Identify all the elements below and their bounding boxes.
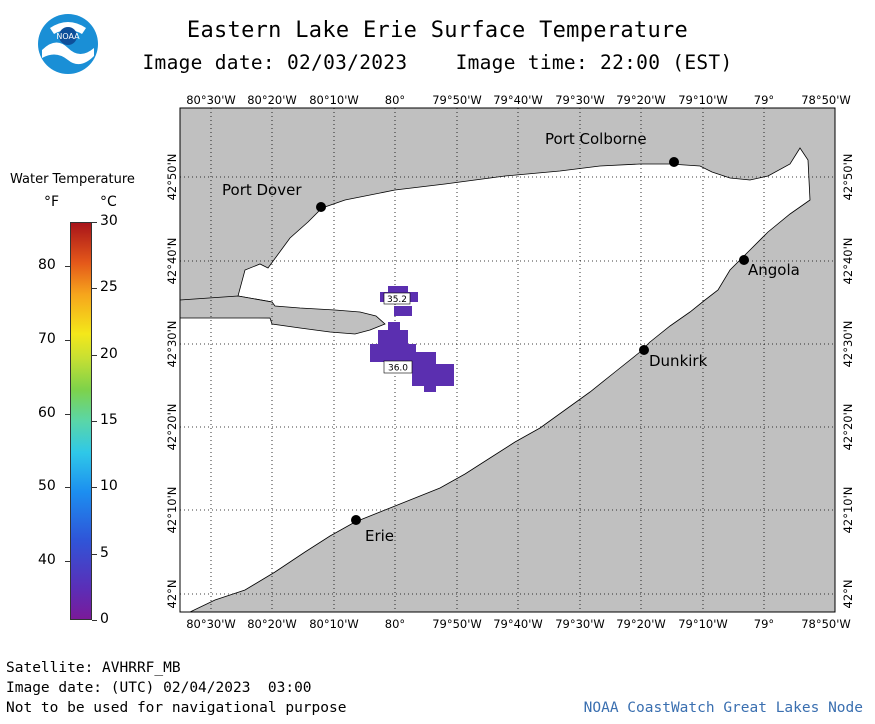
city-label-erie: Erie <box>365 527 394 545</box>
legend-tick-c: 0 <box>100 611 109 627</box>
legend-tick-c: 25 <box>100 279 118 296</box>
temp-label-box-2 <box>383 360 413 374</box>
legend-tick-mark-f <box>65 339 70 341</box>
legend-tick-f: 50 <box>38 478 56 495</box>
lon-label-bottom: 80°30'W <box>186 617 236 631</box>
lat-label-right: 42°40'N <box>841 238 855 285</box>
lon-label-top: 79°20'W <box>616 93 666 107</box>
lon-label-top: 79°50'W <box>432 93 482 107</box>
image-datetime: Image date: 02/03/2023 Image time: 22:00… <box>0 51 875 74</box>
credit-link[interactable]: NOAA CoastWatch Great Lakes Node <box>583 700 863 716</box>
latitude-labels-left: 42°N 42°10'N 42°20'N 42°30'N 42°40'N 42°50'N <box>165 154 179 609</box>
city-marker-port-colborne <box>669 157 679 167</box>
lat-label-left: 42°10'N <box>165 487 179 534</box>
map-frame <box>179 107 836 613</box>
lon-label-bottom: 79°20'W <box>616 617 666 631</box>
temp-label-box-1 <box>383 292 411 305</box>
lat-label-left: 42°30'N <box>165 321 179 368</box>
satellite-label: Satellite: AVHRRF_MB <box>6 660 181 676</box>
lon-label-bottom: 80° <box>385 617 405 631</box>
lon-label-bottom: 79°40'W <box>493 617 543 631</box>
longitude-labels-bottom: 80°30'W 80°20'W 80°10'W 80° 79°50'W 79°40'W 79… <box>186 617 851 631</box>
lon-label-bottom: 79°10'W <box>678 617 728 631</box>
legend-unit-c: °C <box>100 194 117 210</box>
legend-tick-c: 10 <box>100 478 118 495</box>
lon-label-bottom: 80°10'W <box>309 617 359 631</box>
lon-label-bottom: 78°50'W <box>801 617 851 631</box>
utc-date-label: Image date: (UTC) 02/04/2023 03:00 <box>6 680 312 696</box>
city-marker-port-dover <box>316 202 326 212</box>
lon-label-top: 80°10'W <box>309 93 359 107</box>
city-marker-angola <box>739 255 749 265</box>
city-label-port-colborne: Port Colborne <box>545 130 647 148</box>
lon-label-top: 80°30'W <box>186 93 236 107</box>
city-marker-dunkirk <box>639 345 649 355</box>
lat-label-left: 42°N <box>165 580 179 609</box>
lat-label-right: 42°50'N <box>841 154 855 201</box>
lat-label-right: 42°20'N <box>841 404 855 451</box>
lon-label-top: 78°50'W <box>801 93 851 107</box>
lon-label-top: 79°30'W <box>555 93 605 107</box>
legend-tick-mark-c <box>92 288 97 290</box>
legend-title: Water Temperature <box>10 172 135 187</box>
city-label-port-dover: Port Dover <box>222 181 302 199</box>
image-time: Image time: 22:00 (EST) <box>455 51 733 74</box>
legend-tick-f: 40 <box>38 552 56 569</box>
legend-tick-f: 70 <box>38 330 56 347</box>
lon-label-top: 80°20'W <box>247 93 297 107</box>
noaa-logo-text: NOAA <box>56 32 80 41</box>
legend-tick-c: 30 <box>100 213 118 229</box>
city-marker-erie <box>351 515 361 525</box>
lon-label-bottom: 79°30'W <box>555 617 605 631</box>
legend-tick-f: 80 <box>38 257 56 274</box>
lat-label-right: 42°N <box>841 580 855 609</box>
legend-tick-mark-f <box>65 561 70 563</box>
legend-tick-f: 60 <box>38 404 56 421</box>
legend-tick-mark-c <box>92 354 97 356</box>
lon-label-top: 79°10'W <box>678 93 728 107</box>
lon-label-bottom: 79°50'W <box>432 617 482 631</box>
lat-label-right: 42°10'N <box>841 487 855 534</box>
city-label-angola: Angola <box>748 261 800 279</box>
lon-label-top: 80° <box>385 93 405 107</box>
legend-tick-mark-c <box>92 620 97 621</box>
noaa-logo: NOAA <box>36 12 100 76</box>
temp-label-1: 35.2 <box>387 295 407 305</box>
legend-tick-mark-f <box>65 266 70 268</box>
legend-tick-c: 5 <box>100 544 109 561</box>
legend-tick-c: 20 <box>100 345 118 362</box>
legend-tick-mark-c <box>92 487 97 489</box>
disclaimer: Not to be used for navigational purpose <box>6 700 347 716</box>
legend-tick-mark-f <box>65 413 70 415</box>
lat-label-right: 42°30'N <box>841 321 855 368</box>
city-markers: Port Colborne Port Dover Angola Dunkirk … <box>222 130 800 545</box>
lon-label-top: 79° <box>754 93 774 107</box>
legend-tick-mark-c <box>92 553 97 555</box>
legend-colorbar <box>70 222 92 620</box>
lon-label-bottom: 80°20'W <box>247 617 297 631</box>
lon-label-bottom: 79° <box>754 617 774 631</box>
lat-label-left: 42°20'N <box>165 404 179 451</box>
image-date: Image date: 02/03/2023 <box>142 51 408 74</box>
lat-label-left: 42°50'N <box>165 154 179 201</box>
city-label-dunkirk: Dunkirk <box>649 352 708 370</box>
legend-tick-mark-c <box>92 421 97 422</box>
latitude-labels-right: 42°N 42°10'N 42°20'N 42°30'N 42°40'N 42°50'N <box>841 154 855 609</box>
longitude-labels-top: 80°30'W 80°20'W 80°10'W 80° 79°50'W 79°40'W 79… <box>186 93 851 107</box>
legend-unit-f: °F <box>44 194 60 210</box>
temp-label-2: 36.0 <box>388 364 408 374</box>
lon-label-top: 79°40'W <box>493 93 543 107</box>
legend-tick-c: 15 <box>100 412 118 428</box>
legend-tick-mark-c <box>92 222 97 223</box>
lat-label-left: 42°40'N <box>165 238 179 285</box>
legend-tick-mark-f <box>65 487 70 489</box>
map-title: Eastern Lake Erie Surface Temperature <box>186 18 689 43</box>
